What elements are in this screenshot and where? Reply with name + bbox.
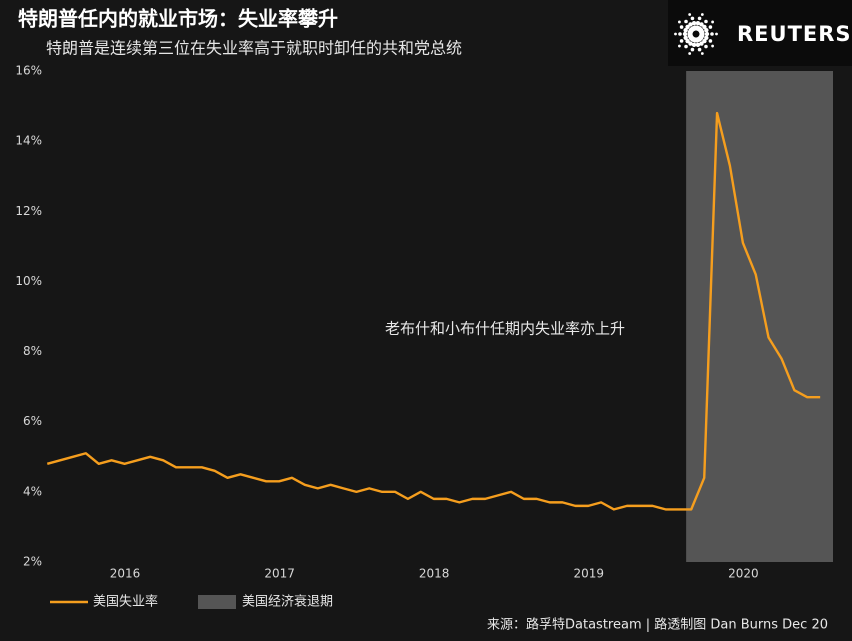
logo-dot	[683, 35, 688, 40]
logo-dot	[715, 32, 718, 36]
legend-label: 美国经济衰退期	[242, 594, 333, 610]
logo-dot	[685, 38, 690, 44]
x-tick-label: 2020	[728, 567, 759, 581]
logo-dot	[699, 22, 704, 27]
logo-dot	[684, 19, 688, 24]
legend-swatch	[198, 595, 236, 609]
logo-dot	[679, 39, 684, 43]
logo-dot	[700, 52, 704, 55]
logo-dot	[695, 20, 701, 26]
logo-dot	[688, 22, 693, 27]
logo-dot	[699, 41, 704, 46]
logo-dot	[683, 28, 688, 33]
logo-dot	[674, 32, 677, 36]
logo-dot	[690, 47, 695, 52]
logo-dot	[691, 42, 697, 48]
x-tick-label: 2019	[573, 567, 604, 581]
brand-box	[668, 0, 852, 66]
chart-subtitle: 特朗普是连续第三位在失业率高于就职时卸任的共和党总统	[46, 39, 462, 58]
chart-title: 特朗普任内的就业市场：失业率攀升	[18, 7, 338, 31]
logo-dot	[704, 28, 709, 33]
logo-dot	[702, 24, 707, 30]
brand-logo	[674, 13, 718, 55]
y-tick-label: 16%	[15, 64, 42, 78]
y-tick-label: 4%	[23, 484, 42, 498]
legend-label: 美国失业率	[93, 594, 158, 610]
y-tick-label: 14%	[15, 134, 42, 148]
logo-dot	[704, 19, 708, 24]
logo-dot	[682, 31, 688, 37]
logo-dot	[702, 38, 707, 44]
brand-name: REUTERS	[737, 22, 852, 46]
logo-dot	[710, 32, 714, 36]
y-tick-label: 2%	[23, 555, 42, 569]
logo-dot	[708, 39, 713, 43]
logo-dot	[697, 16, 702, 21]
x-tick-label: 2016	[110, 567, 141, 581]
annotation: 老布什和小布什任期内失业率亦上升	[385, 320, 625, 338]
recession-band	[686, 71, 833, 562]
logo-dot	[688, 41, 693, 46]
y-tick-label: 6%	[23, 414, 42, 428]
logo-dot	[704, 35, 709, 40]
logo-dot	[695, 42, 701, 48]
logo-dot	[678, 32, 682, 36]
logo-dot	[688, 13, 692, 16]
logo-dot	[711, 20, 714, 24]
y-tick-label: 8%	[23, 344, 42, 358]
logo-dot	[690, 16, 695, 21]
logo-dot	[699, 29, 705, 35]
logo-dot	[684, 44, 688, 49]
logo-dot	[708, 25, 713, 29]
logo-dot	[678, 20, 681, 24]
logo-dot	[711, 44, 714, 48]
logo-dot	[704, 44, 708, 49]
logo-dot	[685, 24, 690, 30]
logo-dot	[679, 25, 684, 29]
logo-dot	[700, 13, 704, 16]
logo-dot	[678, 44, 681, 48]
logo-dot	[704, 31, 710, 37]
line-series	[46, 111, 821, 511]
logo-dot	[691, 20, 697, 26]
y-tick-label: 12%	[15, 204, 42, 218]
y-tick-label: 10%	[15, 274, 42, 288]
logo-dot	[688, 52, 692, 55]
source: 来源：路孚特Datastream | 路透制图 Dan Burns Dec 20	[487, 617, 828, 633]
x-tick-label: 2017	[264, 567, 295, 581]
x-tick-label: 2018	[419, 567, 450, 581]
logo-dot	[697, 47, 702, 52]
